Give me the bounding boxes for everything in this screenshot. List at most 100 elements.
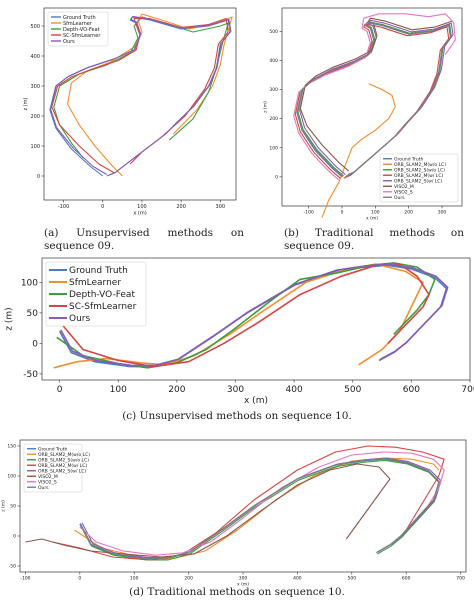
- y-axis-label: z (m): [23, 97, 29, 110]
- x-tick-label: 300: [438, 210, 447, 216]
- y-tick-label: 50: [10, 504, 16, 510]
- y-tick-label: 0: [37, 174, 40, 180]
- chart-b: -100 0 100 200 300 0 100 200 300 400 500 x (m) z (m)…: [263, 7, 463, 221]
- series-line: [79, 458, 440, 559]
- legend-label: Ours: [69, 314, 90, 324]
- x-tick-label: 100: [371, 210, 380, 216]
- series-line: [60, 263, 449, 367]
- x-axis-label: x (m): [366, 215, 378, 221]
- legend-label: ORB_SLAM2_S(w/o LC): [38, 457, 89, 463]
- legend-label: SC-SfmLearner: [69, 302, 137, 312]
- legend-label: ORB_SLAM2_M(w/o LC): [394, 162, 446, 168]
- legend-label: SfmLearner: [69, 278, 121, 288]
- y-tick-label: 200: [269, 116, 278, 122]
- legend-label: Ours: [63, 39, 75, 45]
- legend-label: ORB_SLAM2_S(w/ LC): [394, 178, 442, 184]
- legend-label: ORB_SLAM2_M(w/ LC): [38, 463, 87, 469]
- x-tick-label: 400: [286, 385, 303, 395]
- x-tick-label: 0: [101, 204, 104, 210]
- x-axis-label: x (m): [237, 581, 249, 587]
- caption-b: (b) Traditional methods on sequence 09.: [284, 227, 464, 252]
- y-tick-label: -50: [9, 564, 16, 570]
- legend-label: Ours: [38, 485, 49, 491]
- caption-c: (c) Unsupervised methods on sequence 10.: [122, 410, 352, 422]
- y-tick-label: 0: [32, 340, 38, 350]
- x-tick-label: 300: [239, 576, 248, 582]
- x-tick-label: 100: [137, 204, 147, 210]
- x-tick-label: 200: [168, 385, 185, 395]
- y-tick-label: 400: [30, 54, 40, 60]
- x-tick-label: 100: [130, 576, 139, 582]
- plot-frame: [19, 439, 467, 573]
- series-line: [61, 263, 430, 368]
- x-tick-label: 0: [78, 576, 81, 582]
- series-line: [53, 263, 424, 369]
- caption-a: (a) Unsupervised methods on sequence 09.: [44, 227, 244, 252]
- legend-label: ORB_SLAM2_M(w/o LC): [38, 452, 90, 458]
- y-tick-label: 400: [269, 58, 278, 64]
- y-tick-label: 0: [275, 174, 278, 180]
- legend-label: ORB_SLAM2_M(w/ LC): [394, 173, 443, 179]
- y-tick-label: 100: [269, 145, 278, 151]
- x-tick-label: -100: [58, 204, 69, 210]
- chart-a: -100 0 100 200 300 0 100 200 300 400 500 x (m) z (m)…: [23, 7, 237, 217]
- series-line: [299, 17, 453, 172]
- y-tick-label: 500: [30, 24, 40, 30]
- x-tick-label: 0: [57, 385, 63, 395]
- legend-label: ORB_SLAM2_S(w/ LC): [38, 468, 86, 474]
- x-tick-label: -100: [20, 576, 30, 582]
- y-axis-label: z (m): [263, 101, 269, 113]
- x-tick-label: 200: [176, 204, 186, 210]
- legend: Ground Truth SfmLearner Depth-VO-Feat SC-Sf…: [45, 261, 147, 327]
- y-tick-label: 150: [7, 444, 16, 450]
- y-tick-label: 200: [30, 114, 40, 120]
- y-tick-label: 500: [269, 29, 278, 35]
- x-tick-label: 600: [402, 576, 411, 582]
- y-axis-label: z (m): [4, 307, 14, 330]
- legend-label: Depth-VO-Feat: [63, 27, 100, 33]
- x-tick-label: 200: [184, 576, 193, 582]
- chart-c: 0 100 200 300 400 500 600 700 -50 0 50 100 x (m) z (m…: [4, 257, 474, 406]
- series-line: [50, 15, 232, 176]
- legend-label: Ours: [394, 195, 405, 201]
- legend-label: Ground Truth: [69, 266, 128, 276]
- x-tick-label: 300: [227, 385, 244, 395]
- legend: Ground TruthSfmLearnerDepth-VO-FeatSC-Sf…: [47, 11, 109, 47]
- chart-d: -100 0 100 200 300 400 500 600 700 -50 0 50 100 150 x …: [1, 439, 467, 587]
- legend-label: ORB_SLAM2_S(w/o LC): [394, 167, 445, 173]
- series-line: [52, 445, 445, 561]
- y-tick-label: 100: [7, 474, 16, 480]
- x-tick-label: 0: [341, 210, 344, 216]
- caption-d: (d) Traditional methods on sequence 10.: [129, 586, 345, 598]
- series-line: [321, 83, 396, 218]
- x-tick-label: 500: [347, 576, 356, 582]
- legend-label: Depth-VO-Feat: [69, 290, 135, 300]
- x-tick-label: 200: [404, 210, 413, 216]
- y-tick-label: 300: [30, 84, 40, 90]
- legend-label: SC-SfmLearner: [63, 33, 101, 39]
- legend-box: [47, 11, 109, 47]
- x-axis-label: x (m): [133, 211, 146, 217]
- legend-label: VISO2_S: [394, 189, 413, 195]
- x-tick-label: 100: [110, 385, 127, 395]
- y-tick-label: 100: [21, 279, 38, 289]
- y-tick-label: 0: [13, 534, 16, 540]
- legend-label: Ground Truth: [38, 446, 68, 452]
- series-line: [25, 463, 391, 558]
- y-tick-label: 50: [27, 309, 39, 319]
- x-tick-label: 700: [456, 576, 465, 582]
- x-axis-label: x (m): [244, 396, 268, 406]
- legend-box: [379, 153, 459, 203]
- series-line: [296, 21, 452, 178]
- series-line: [66, 13, 233, 177]
- x-tick-label: 500: [344, 385, 361, 395]
- y-tick-label: 100: [30, 144, 40, 150]
- x-tick-label: 700: [461, 385, 474, 395]
- legend-label: Ground Truth: [63, 15, 96, 21]
- y-tick-label: -50: [23, 370, 38, 380]
- y-axis-label: z (m): [1, 500, 7, 512]
- legend-label: VISO2_S: [38, 479, 57, 485]
- x-tick-label: 300: [216, 204, 226, 210]
- y-tick-label: 300: [269, 87, 278, 93]
